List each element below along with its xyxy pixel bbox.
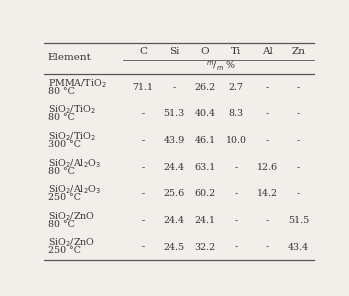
Text: 80 °C: 80 °C	[47, 167, 74, 176]
Text: -: -	[266, 83, 269, 92]
Text: PMMA/TiO$_2$: PMMA/TiO$_2$	[47, 77, 106, 90]
Text: 43.9: 43.9	[163, 136, 185, 145]
Text: 71.1: 71.1	[132, 83, 154, 92]
Text: -: -	[141, 242, 144, 252]
Text: 80 °C: 80 °C	[47, 113, 74, 122]
Text: 12.6: 12.6	[257, 163, 278, 172]
Text: Al: Al	[262, 47, 273, 56]
Text: O: O	[201, 47, 209, 56]
Text: -: -	[235, 189, 238, 198]
Text: 51.5: 51.5	[288, 216, 309, 225]
Text: 80 °C: 80 °C	[47, 220, 74, 229]
Text: -: -	[297, 189, 300, 198]
Text: 24.4: 24.4	[164, 163, 185, 172]
Text: -: -	[297, 83, 300, 92]
Text: Element: Element	[47, 53, 91, 62]
Text: -: -	[266, 136, 269, 145]
Text: -: -	[141, 136, 144, 145]
Text: -: -	[141, 216, 144, 225]
Text: 2.7: 2.7	[229, 83, 244, 92]
Text: SiO$_2$/TiO$_2$: SiO$_2$/TiO$_2$	[47, 131, 95, 143]
Text: C: C	[139, 47, 147, 56]
Text: 300 °C: 300 °C	[47, 140, 81, 149]
Text: -: -	[266, 110, 269, 118]
Text: 46.1: 46.1	[195, 136, 216, 145]
Text: -: -	[235, 242, 238, 252]
Text: -: -	[141, 189, 144, 198]
Text: 24.4: 24.4	[164, 216, 185, 225]
Text: SiO$_2$/TiO$_2$: SiO$_2$/TiO$_2$	[47, 104, 95, 116]
Text: -: -	[297, 110, 300, 118]
Text: 10.0: 10.0	[226, 136, 247, 145]
Text: Zn: Zn	[291, 47, 305, 56]
Text: 14.2: 14.2	[257, 189, 278, 198]
Text: 250 °C: 250 °C	[47, 246, 81, 255]
Text: 63.1: 63.1	[194, 163, 216, 172]
Text: Ti: Ti	[231, 47, 242, 56]
Text: 51.3: 51.3	[163, 110, 185, 118]
Text: -: -	[266, 216, 269, 225]
Text: SiO$_2$/Al$_2$O$_3$: SiO$_2$/Al$_2$O$_3$	[47, 184, 101, 196]
Text: -: -	[297, 136, 300, 145]
Text: -: -	[235, 216, 238, 225]
Text: 8.3: 8.3	[229, 110, 244, 118]
Text: 250 °C: 250 °C	[47, 193, 81, 202]
Text: $^{m}/_{m}$ %: $^{m}/_{m}$ %	[206, 59, 236, 73]
Text: -: -	[172, 83, 176, 92]
Text: SiO$_2$/ZnO: SiO$_2$/ZnO	[47, 237, 95, 250]
Text: -: -	[141, 163, 144, 172]
Text: 24.5: 24.5	[163, 242, 185, 252]
Text: 40.4: 40.4	[195, 110, 216, 118]
Text: -: -	[235, 163, 238, 172]
Text: -: -	[266, 242, 269, 252]
Text: -: -	[297, 163, 300, 172]
Text: 80 °C: 80 °C	[47, 87, 74, 96]
Text: SiO$_2$/ZnO: SiO$_2$/ZnO	[47, 210, 95, 223]
Text: -: -	[141, 110, 144, 118]
Text: 60.2: 60.2	[195, 189, 216, 198]
Text: 25.6: 25.6	[163, 189, 185, 198]
Text: Si: Si	[169, 47, 179, 56]
Text: 43.4: 43.4	[288, 242, 309, 252]
Text: 32.2: 32.2	[195, 242, 216, 252]
Text: 26.2: 26.2	[195, 83, 216, 92]
Text: SiO$_2$/Al$_2$O$_3$: SiO$_2$/Al$_2$O$_3$	[47, 157, 101, 170]
Text: 24.1: 24.1	[195, 216, 216, 225]
